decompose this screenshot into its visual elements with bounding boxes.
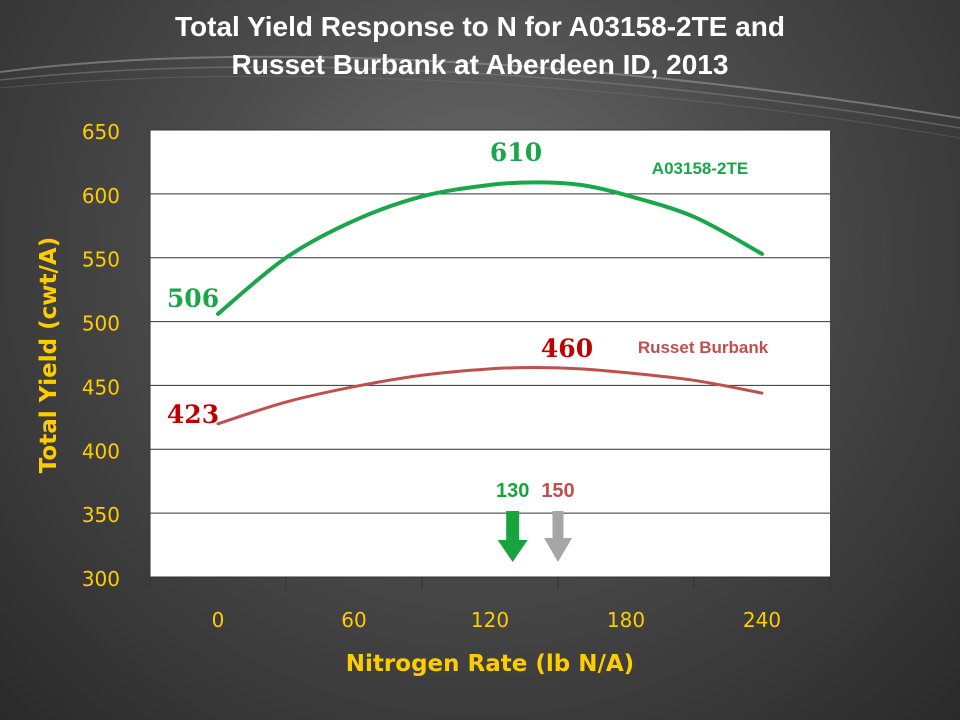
arrow-shape: [497, 511, 528, 562]
y-tick-label: 650: [82, 120, 120, 144]
x-tick-label: 120: [471, 608, 509, 632]
series-line-russet-burbank: [216, 366, 764, 426]
chart-title-line-1: Total Yield Response to N for A03158-2TE…: [175, 11, 785, 42]
series-label-russet-burbank: Russet Burbank: [638, 338, 769, 357]
x-tick-label: 60: [341, 608, 366, 632]
series-line-a03158-2te: [216, 180, 764, 316]
arrow-shape: [544, 511, 572, 562]
y-tick-label: 600: [82, 184, 120, 208]
y-tick-label: 350: [82, 503, 120, 527]
series-label-a03158-2te: A03158-2TE: [652, 159, 748, 178]
chart-title: Total Yield Response to N for A03158-2TE…: [0, 8, 960, 84]
optimum-n-label: 150: [541, 480, 574, 502]
y-tick-label: 450: [82, 375, 120, 399]
chart-title-line-2: Russet Burbank at Aberdeen ID, 2013: [231, 49, 729, 80]
x-axis-title: Nitrogen Rate (lb N/A): [346, 651, 634, 677]
y-tick-label: 500: [82, 312, 120, 336]
optimum-arrow-russet-burbank: [544, 511, 572, 562]
optimum-arrow-a03158-2te: [497, 511, 528, 562]
optimum-n-label: 130: [496, 480, 529, 502]
x-tick-label: 0: [212, 608, 225, 632]
y-tick-label: 550: [82, 248, 120, 272]
data-label: 423: [167, 400, 219, 429]
y-axis-title: Total Yield (cwt/A): [36, 237, 62, 473]
x-tick-label: 240: [743, 608, 781, 632]
y-tick-label: 300: [82, 567, 120, 591]
x-tick-label: 180: [607, 608, 645, 632]
data-label: 506: [167, 284, 219, 313]
plot-area: [150, 130, 830, 577]
data-label: 610: [490, 138, 542, 167]
y-tick-label: 400: [82, 439, 120, 463]
data-label: 460: [541, 334, 593, 363]
